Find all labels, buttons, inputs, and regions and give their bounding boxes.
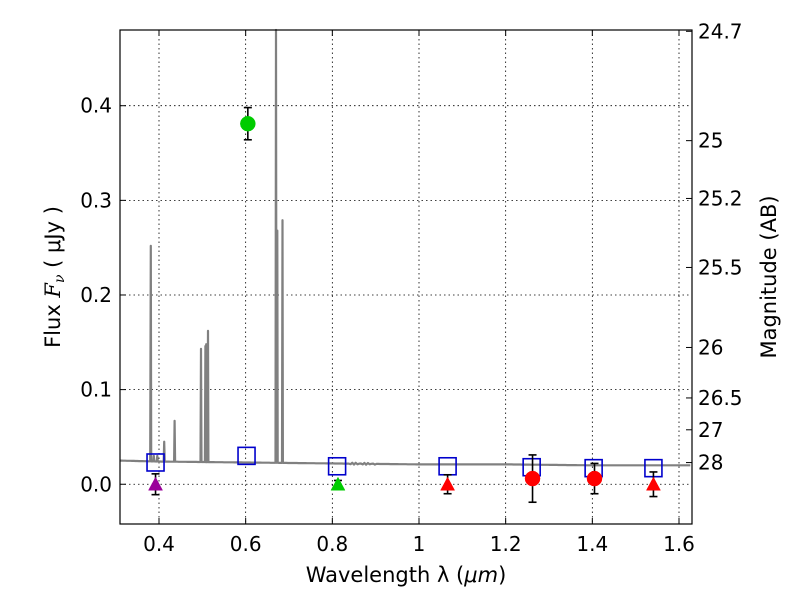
model-photometry-square	[327, 456, 347, 476]
y-tick-label: 0.0	[80, 472, 112, 496]
axis-ticks: 0.4 0.6 0.8 1 1.2 1.4 1.6 0.0 0.1 0.2 0.3 0.4 24.7 25…	[80, 19, 742, 556]
mag-tick-label: 24.7	[698, 19, 743, 43]
y-axis-label: Flux Fν ( μJy )	[41, 206, 68, 348]
detection-point	[240, 115, 256, 132]
x-tick-label: 0.8	[316, 532, 348, 556]
mag-tick-label: 25.2	[698, 186, 743, 210]
mag-tick-label: 25.5	[698, 255, 743, 279]
model-photometry-square	[438, 456, 457, 476]
photometry-markers	[146, 106, 663, 504]
detection-point	[524, 470, 541, 487]
x-tick-label: 1.4	[576, 532, 608, 556]
x-tick-label: 1.2	[490, 532, 522, 556]
grid-lines	[120, 30, 692, 524]
y-tick-label: 0.2	[80, 283, 112, 307]
model-photometry-square	[237, 446, 256, 466]
x-tick-label: 1	[413, 532, 426, 556]
x-tick-label: 1.6	[663, 532, 695, 556]
mag-tick-label: 28	[698, 451, 723, 475]
mag-tick-label: 27	[698, 418, 723, 442]
upper-limit-triangle	[330, 476, 346, 491]
mag-tick-label: 26.5	[698, 386, 743, 410]
x-tick-label: 0.4	[143, 532, 175, 556]
upper-limit-triangle	[646, 476, 661, 491]
x-tick-label: 0.6	[230, 532, 262, 556]
y-tick-label: 0.4	[80, 94, 112, 118]
mag-tick-label: 26	[698, 335, 723, 359]
upper-limit-triangle	[440, 476, 456, 491]
upper-limit-triangle	[148, 476, 163, 491]
model-photometry-square	[146, 453, 165, 472]
mag-tick-label: 25	[698, 129, 723, 153]
y-tick-label: 0.3	[80, 188, 112, 212]
x-axis-label: Wavelength λ (μm)	[306, 563, 507, 587]
plot-frame	[119, 29, 693, 525]
magnitude-axis-label: Magnitude (AB)	[757, 195, 781, 358]
model-spectrum	[120, 28, 691, 467]
spectrum-line	[120, 28, 691, 467]
y-tick-label: 0.1	[80, 378, 112, 402]
detection-point	[586, 470, 603, 487]
